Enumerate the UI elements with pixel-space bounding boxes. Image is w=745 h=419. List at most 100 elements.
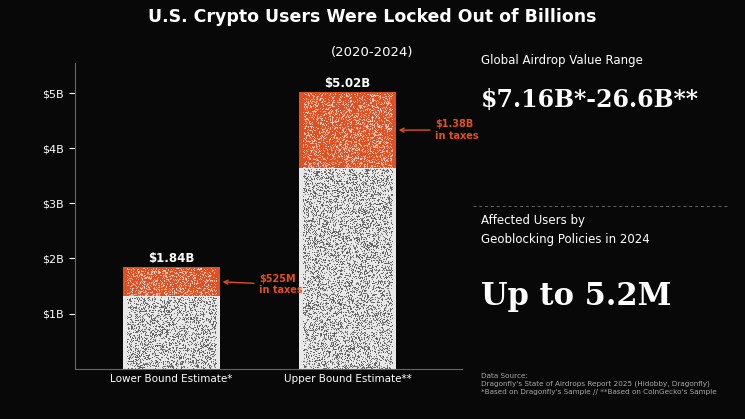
Point [366,167,378,174]
Point [203,363,215,370]
Point [377,160,389,167]
Point [382,258,394,264]
Point [343,319,355,326]
Point [352,354,364,361]
Point [160,269,172,275]
Point [320,202,332,208]
Point [145,321,156,328]
Point [346,176,358,182]
Point [340,244,352,251]
Point [335,215,346,222]
Point [362,224,374,230]
Point [298,345,310,352]
Point [328,155,340,162]
Point [381,240,393,247]
Point [184,324,196,331]
Point [378,163,390,170]
Point [147,304,159,311]
Point [346,220,358,227]
Point [309,274,321,281]
Point [343,303,355,310]
Point [363,311,375,318]
Point [370,331,382,338]
Point [326,285,337,292]
Point [300,96,312,102]
Point [368,215,380,221]
Point [375,237,387,243]
Point [200,292,212,298]
Point [353,126,365,133]
Point [364,361,375,367]
Point [202,295,214,302]
Point [374,132,386,139]
Point [366,307,378,313]
Point [322,281,334,288]
Point [358,308,370,314]
Point [329,230,341,236]
Point [341,122,353,129]
Point [323,245,335,252]
Point [384,236,396,243]
Point [341,331,353,338]
Point [358,309,370,316]
Point [318,274,330,280]
Point [331,277,343,284]
Point [309,160,321,167]
Point [384,298,396,305]
Point [384,95,396,102]
Point [326,119,337,125]
Point [385,355,397,362]
Point [180,325,192,331]
Point [159,284,171,291]
Point [173,284,185,291]
Point [332,116,344,123]
Point [381,357,393,364]
Point [359,267,371,274]
Point [370,219,381,226]
Point [352,302,364,308]
Point [196,296,208,303]
Point [370,227,382,233]
Point [162,283,174,290]
Point [125,324,137,331]
Point [145,303,157,309]
Point [343,265,355,272]
Point [334,299,346,306]
Point [351,363,363,370]
Point [175,327,187,334]
Point [177,341,189,348]
Point [171,282,183,288]
Point [363,110,375,116]
Point [319,184,331,191]
Point [347,311,359,318]
Point [344,176,356,183]
Point [308,159,320,166]
Point [321,342,333,349]
Point [203,341,215,347]
Point [314,313,326,319]
Point [130,345,142,352]
Point [358,330,370,336]
Point [323,168,335,175]
Point [301,356,313,362]
Point [206,291,218,298]
Point [170,285,182,291]
Point [372,106,384,113]
Point [206,295,218,302]
Point [314,317,326,324]
Point [173,308,185,314]
Point [147,288,159,295]
Point [159,287,171,294]
Point [323,352,335,358]
Point [357,212,369,218]
Point [197,303,209,310]
Point [297,144,309,150]
Point [359,111,371,118]
Point [361,246,373,253]
Point [311,332,323,339]
Point [380,248,392,254]
Point [321,204,333,211]
Point [350,289,362,295]
Point [191,357,203,364]
Point [156,323,168,329]
